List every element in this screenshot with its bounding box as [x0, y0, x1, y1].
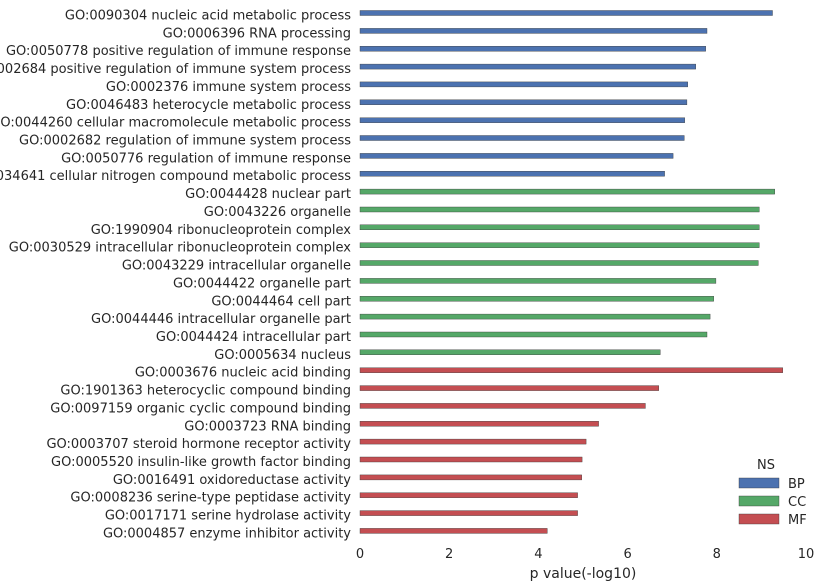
- legend-label-mf: MF: [788, 513, 807, 528]
- x-tick-label: 2: [445, 547, 453, 562]
- x-tick-label: 10: [798, 547, 815, 562]
- category-label: GO:0044422 organelle part: [173, 276, 351, 291]
- legend-swatch-mf: [738, 513, 780, 525]
- category-label: GO:0044446 intracellular organelle part: [91, 312, 351, 327]
- bar-bp: [359, 99, 688, 106]
- legend-title: NS: [757, 458, 775, 473]
- legend-swatch-bp: [738, 477, 780, 489]
- category-label: GO:0003723 RNA binding: [184, 419, 351, 434]
- bar-bp: [359, 170, 665, 177]
- bar-mf: [359, 438, 587, 445]
- bar-bp: [359, 117, 685, 123]
- category-labels: GO:0090304 nucleic acid metabolic proces…: [0, 9, 351, 542]
- bar-mf: [359, 367, 783, 373]
- legend-label-cc: CC: [788, 495, 806, 510]
- category-label: GO:0046483 heterocycle metabolic process: [66, 98, 351, 113]
- category-label: GO:0005634 nucleus: [214, 348, 351, 363]
- bar-cc: [359, 206, 760, 213]
- x-axis-label: p value(-log10): [530, 566, 637, 582]
- category-label: GO:0002376 immune system process: [106, 80, 351, 95]
- category-label: GO:0017171 serine hydrolase activity: [105, 509, 351, 524]
- category-label: GO:0044428 nuclear part: [185, 187, 351, 202]
- bar-cc: [359, 278, 717, 284]
- x-tick-label: 0: [356, 547, 364, 562]
- legend-label-bp: BP: [788, 477, 805, 492]
- bar-bp: [359, 153, 674, 159]
- category-label: GO:0004857 enzyme inhibitor activity: [103, 526, 351, 541]
- bar-cc: [359, 224, 760, 231]
- bar-mf: [359, 456, 583, 463]
- category-label: GO:0002684 positive regulation of immune…: [0, 62, 351, 77]
- category-label: GO:1990904 ribonucleoprotein complex: [91, 223, 352, 238]
- category-label: GO:0043226 organelle: [204, 205, 351, 220]
- bar-cc: [359, 242, 760, 248]
- x-tick-label: 6: [623, 547, 631, 562]
- legend-swatch-cc: [738, 495, 780, 507]
- bar-mf: [359, 510, 578, 516]
- category-label: GO:0034641 cellular nitrogen compound me…: [0, 169, 351, 184]
- category-label: GO:0043229 intracellular organelle: [122, 259, 351, 274]
- bar-bp: [359, 63, 696, 70]
- category-label: GO:0097159 organic cyclic compound bindi…: [50, 401, 351, 416]
- bar-bp: [359, 135, 685, 141]
- bar-cc: [359, 331, 708, 338]
- x-tick-label: 4: [534, 547, 542, 562]
- bar-mf: [359, 492, 578, 498]
- bars-layer: [359, 10, 783, 534]
- category-label: GO:0050776 regulation of immune response: [61, 151, 351, 166]
- x-axis-ticks: 0 2 4 6 8 10: [356, 547, 814, 562]
- category-label: GO:0044260 cellular macromolecule metabo…: [0, 116, 351, 131]
- bar-bp: [359, 28, 708, 34]
- bar-mf: [359, 385, 659, 391]
- bar-cc: [359, 188, 775, 195]
- bar-cc: [359, 260, 759, 266]
- legend-items: BP CC MF: [738, 477, 807, 528]
- category-label: GO:0002682 regulation of immune system p…: [19, 134, 351, 149]
- category-label: GO:0044464 cell part: [211, 294, 351, 309]
- category-label: GO:0005520 insulin-like growth factor bi…: [51, 455, 351, 470]
- category-label: GO:0003676 nucleic acid binding: [135, 366, 351, 381]
- category-label: GO:1901363 heterocyclic compound binding: [60, 384, 351, 399]
- category-label: GO:0044424 intracellular part: [156, 330, 351, 345]
- category-label: GO:0050778 positive regulation of immune…: [6, 44, 351, 59]
- category-label: GO:0006396 RNA processing: [163, 26, 351, 41]
- bar-cc: [359, 349, 661, 355]
- bar-bp: [359, 10, 773, 16]
- category-label: GO:0008236 serine-type peptidase activit…: [70, 491, 351, 506]
- bar-cc: [359, 296, 714, 302]
- x-tick-label: 8: [713, 547, 721, 562]
- bar-bp: [359, 46, 706, 52]
- bar-mf: [359, 421, 599, 427]
- category-label: GO:0016491 oxidoreductase activity: [113, 473, 351, 488]
- category-label: GO:0090304 nucleic acid metabolic proces…: [65, 9, 351, 24]
- category-label: GO:0003707 steroid hormone receptor acti…: [46, 437, 351, 452]
- bar-mf: [359, 474, 582, 481]
- bar-mf: [359, 403, 646, 409]
- category-label: GO:0030529 intracellular ribonucleoprote…: [9, 241, 352, 256]
- bar-mf: [359, 528, 548, 534]
- legend: NS BP CC MF: [738, 458, 807, 528]
- bar-bp: [359, 81, 688, 88]
- bar-cc: [359, 313, 711, 320]
